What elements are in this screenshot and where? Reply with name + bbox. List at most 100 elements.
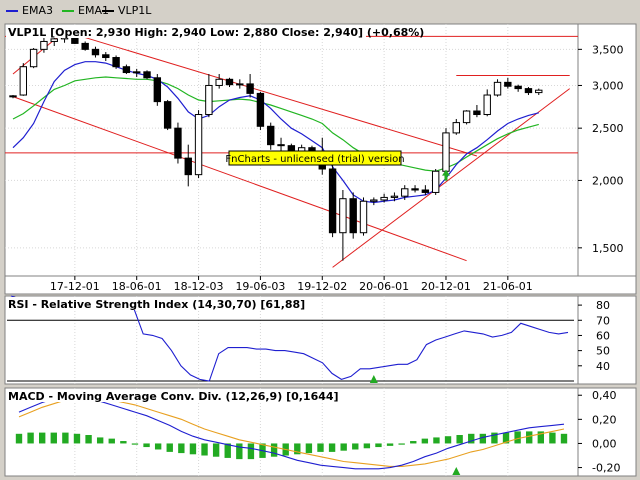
macd-histogram-bar [456, 435, 463, 444]
price-x-axis [4, 275, 637, 295]
price-trend-line [64, 30, 478, 157]
candle-body [143, 71, 151, 79]
candle-body [29, 48, 38, 68]
candlestick [421, 185, 430, 195]
candlestick [493, 79, 502, 97]
macd-histogram-bar [15, 433, 23, 444]
candlestick [349, 192, 357, 239]
legend-swatch-vlp1l [102, 10, 114, 12]
macd-histogram-bar [50, 432, 57, 444]
ema3-line [12, 61, 539, 204]
price-x-tick-label: 19-06-03 [235, 280, 285, 293]
macd-histogram-bar [317, 443, 324, 452]
watermark-box [228, 150, 402, 166]
price-panel: 1,500 2,000 2,500 3,000 3,500 17-12-01 18-06-0… [4, 23, 637, 295]
macd-histogram-bar [166, 443, 173, 452]
macd-histogram-bar [375, 443, 382, 448]
candle-body [411, 188, 419, 191]
candle-body [493, 81, 502, 96]
candlestick [256, 91, 265, 131]
candlestick [184, 144, 192, 187]
candle-body [133, 71, 141, 74]
macd-histogram-bar [560, 433, 568, 444]
candlestick [411, 185, 419, 193]
candle-body [215, 78, 223, 86]
candle-body [40, 40, 48, 50]
candlestick [122, 64, 131, 75]
candle-body [390, 195, 399, 198]
macd-y-tick-label: 0,20 [592, 413, 617, 426]
rsi-y-axis [577, 295, 637, 385]
candlestick [514, 84, 522, 92]
macd-histogram-bar [85, 435, 92, 444]
candlestick [153, 74, 162, 106]
legend-item-ema1[interactable]: EMA1 [62, 4, 109, 18]
candlestick [215, 74, 223, 89]
price-header-bg [6, 25, 366, 38]
legend-item-ema3[interactable]: EMA3 [6, 4, 53, 18]
rsi-header-bg [6, 297, 264, 310]
legend-swatch-ema1 [62, 10, 74, 12]
candle-body [184, 157, 192, 176]
macd-plot-area [4, 387, 579, 477]
watermark-text: FnCharts - unlicensed (trial) version [225, 154, 404, 165]
candle-body [349, 198, 357, 234]
candle-body [267, 125, 275, 146]
macd-histogram-bar [514, 431, 521, 444]
candle-body [225, 78, 234, 86]
rsi-plot-area [4, 295, 579, 385]
legend-item-vlp1l[interactable]: VLP1L [102, 4, 151, 18]
macd-histogram-bar [178, 443, 185, 454]
rsi-y-tick-label: 60 [596, 329, 610, 342]
candle-body [380, 196, 388, 201]
candle-body [205, 84, 213, 116]
buy-signal-triangle-icon [452, 467, 461, 475]
macd-histogram-bar [247, 443, 255, 460]
candle-body [194, 114, 203, 176]
candle-body [19, 66, 28, 96]
candle-body [9, 95, 17, 98]
macd-histogram-bar [143, 443, 150, 448]
candlestick [370, 197, 378, 206]
macd-histogram-bar [328, 443, 336, 452]
candlestick [19, 63, 28, 96]
rsi-y-tick-label: 40 [596, 360, 610, 373]
candle-body [401, 188, 409, 197]
macd-histogram-bar [421, 438, 429, 444]
macd-header-bg [6, 389, 288, 402]
macd-histogram-bar [526, 431, 533, 444]
watermark: FnCharts - unlicensed (trial) version [225, 150, 405, 166]
candlestick [133, 68, 141, 78]
candlestick [236, 79, 244, 89]
macd-histogram-bar [27, 432, 34, 444]
buy-signal-arrow-icon [441, 169, 450, 181]
macd-histogram-bar [433, 437, 440, 444]
price-x-tick-label: 17-12-01 [50, 280, 100, 293]
candlestick [452, 118, 460, 135]
candlestick [442, 128, 450, 173]
candlestick [535, 88, 543, 96]
macd-histogram-bar [502, 432, 510, 444]
candle-body [359, 200, 368, 234]
candlestick [401, 185, 409, 200]
candlestick [102, 52, 110, 62]
candlestick [473, 104, 481, 118]
macd-histogram-bar [154, 443, 162, 450]
candle-body [153, 77, 162, 103]
candlestick [112, 55, 120, 69]
price-y-tick-label: 1,500 [592, 242, 624, 255]
candlestick [462, 110, 471, 125]
candlestick [205, 74, 213, 118]
candlestick [431, 169, 440, 195]
candlestick [380, 193, 388, 203]
candle-body [452, 122, 460, 134]
chart-legend: EMA3 EMA1 VLP1L [0, 0, 640, 22]
rsi-header: RSI - Relative Strength Index (14,30,70)… [8, 298, 305, 311]
macd-histogram-bar [549, 432, 556, 444]
macd-histogram-bar [108, 438, 115, 444]
macd-histogram-bar [491, 432, 498, 444]
candlestick [267, 122, 275, 150]
macd-histogram-bar [363, 443, 371, 449]
candlestick [246, 74, 254, 98]
